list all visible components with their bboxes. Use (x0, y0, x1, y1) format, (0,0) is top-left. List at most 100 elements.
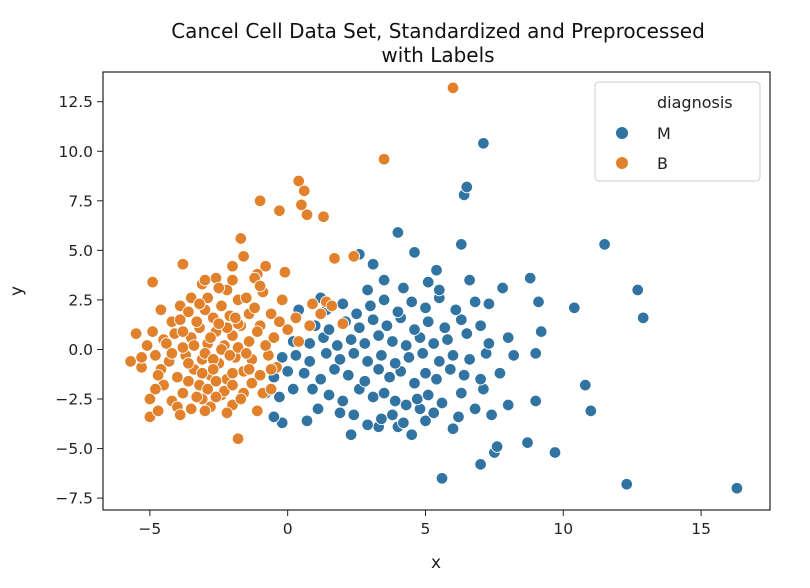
point-b-14 (176, 257, 190, 271)
point-b-39 (275, 293, 289, 307)
point-b-17 (278, 265, 292, 279)
point-b-79 (251, 325, 264, 338)
y-tick-label-8: 12.5 (58, 93, 93, 111)
point-b-127 (193, 297, 206, 311)
point-m-50 (281, 365, 294, 378)
point-b-83 (182, 305, 195, 319)
legend-marker-b (615, 156, 629, 170)
point-b-65 (253, 368, 267, 382)
point-m-125 (532, 295, 545, 309)
point-m-97 (501, 331, 515, 344)
point-m-42 (388, 394, 402, 408)
y-tick-label-3: 0.0 (68, 341, 93, 359)
point-b-40 (289, 311, 303, 325)
point-m-139 (430, 263, 443, 277)
point-m-28 (485, 408, 498, 422)
point-b-94 (212, 281, 226, 295)
point-m-45 (421, 388, 435, 402)
point-m-76 (416, 347, 429, 360)
point-b-25 (251, 404, 264, 418)
point-b-80 (259, 339, 272, 352)
point-b-108 (209, 390, 223, 404)
point-b-133 (242, 363, 256, 376)
point-b-45 (176, 386, 190, 400)
point-b-91 (248, 301, 261, 315)
point-b-128 (176, 325, 190, 338)
x-axis-ticks: −5 0 5 10 15 (138, 510, 711, 538)
point-m-130 (377, 273, 391, 287)
y-axis-label: y (7, 286, 27, 296)
point-b-6 (300, 208, 314, 221)
point-m-94 (441, 333, 454, 346)
points-layer (124, 81, 744, 495)
point-b-0 (446, 81, 460, 95)
point-m-109 (455, 313, 468, 326)
point-m-55 (358, 374, 372, 388)
point-b-141 (273, 315, 286, 328)
point-m-117 (405, 295, 418, 309)
point-b-1 (377, 152, 391, 166)
x-tick-label-1: 0 (283, 520, 293, 538)
x-tick-label-2: 5 (421, 520, 431, 538)
legend-marker-m (615, 126, 629, 140)
point-m-23 (386, 408, 399, 422)
point-m-120 (449, 303, 463, 317)
point-m-118 (419, 301, 432, 315)
point-m-8 (344, 428, 358, 441)
point-m-77 (433, 355, 446, 368)
point-b-111 (140, 339, 154, 352)
point-m-3 (474, 458, 487, 471)
point-b-142 (135, 351, 148, 364)
point-m-14 (397, 416, 410, 430)
point-b-23 (231, 432, 245, 445)
point-b-123 (165, 347, 179, 360)
point-m-123 (496, 281, 509, 295)
point-b-107 (220, 406, 234, 420)
point-b-4 (253, 194, 267, 208)
point-m-70 (333, 353, 347, 366)
point-b-42 (314, 307, 327, 321)
point-b-120 (240, 347, 253, 360)
point-m-26 (452, 410, 465, 424)
point-m-54 (342, 368, 355, 382)
point-b-146 (253, 279, 267, 293)
point-m-56 (372, 363, 385, 376)
point-m-35 (286, 382, 300, 396)
point-m-72 (361, 355, 374, 368)
point-b-55 (171, 370, 184, 384)
point-m-57 (383, 370, 396, 384)
point-m-6 (490, 440, 504, 453)
point-m-30 (529, 394, 542, 408)
point-m-27 (468, 402, 482, 416)
x-tick-label-4: 15 (691, 520, 711, 538)
point-b-131 (206, 363, 220, 376)
point-m-88 (358, 337, 372, 350)
y-tick-label-5: 5.0 (68, 242, 93, 260)
y-axis-ticks: −7.5 −5.0 −2.5 0.0 2.5 5.0 7.5 10.0 12.5 (55, 93, 103, 508)
point-m-67 (289, 349, 303, 362)
point-b-132 (226, 366, 239, 380)
point-b-10 (237, 250, 250, 263)
point-m-138 (455, 238, 468, 251)
point-m-29 (501, 398, 515, 412)
legend-label-b: B (657, 154, 668, 173)
point-b-84 (190, 315, 203, 328)
y-tick-label-1: −5.0 (55, 440, 93, 458)
point-b-78 (242, 335, 256, 348)
point-m-44 (410, 392, 424, 406)
point-m-25 (427, 406, 440, 420)
point-b-113 (151, 368, 165, 382)
legend-title: diagnosis (657, 93, 733, 112)
point-b-15 (146, 275, 159, 289)
point-b-5 (273, 204, 286, 217)
point-b-99 (209, 374, 223, 388)
point-b-109 (198, 404, 212, 418)
point-m-38 (336, 394, 350, 408)
point-b-98 (201, 382, 214, 396)
point-m-0 (730, 481, 744, 495)
point-m-69 (320, 347, 333, 360)
point-m-52 (314, 372, 327, 386)
point-m-47 (455, 386, 468, 400)
point-m-12 (361, 418, 374, 432)
point-m-143 (460, 180, 474, 194)
